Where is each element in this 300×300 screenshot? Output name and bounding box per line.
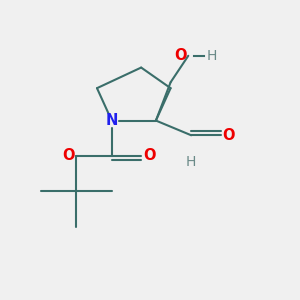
Text: H: H [186,155,196,169]
Text: O: O [222,128,235,143]
Text: H: H [207,49,217,63]
Text: O: O [175,48,187,63]
Text: N: N [106,113,118,128]
Text: O: O [62,148,75,164]
Text: O: O [143,148,155,164]
